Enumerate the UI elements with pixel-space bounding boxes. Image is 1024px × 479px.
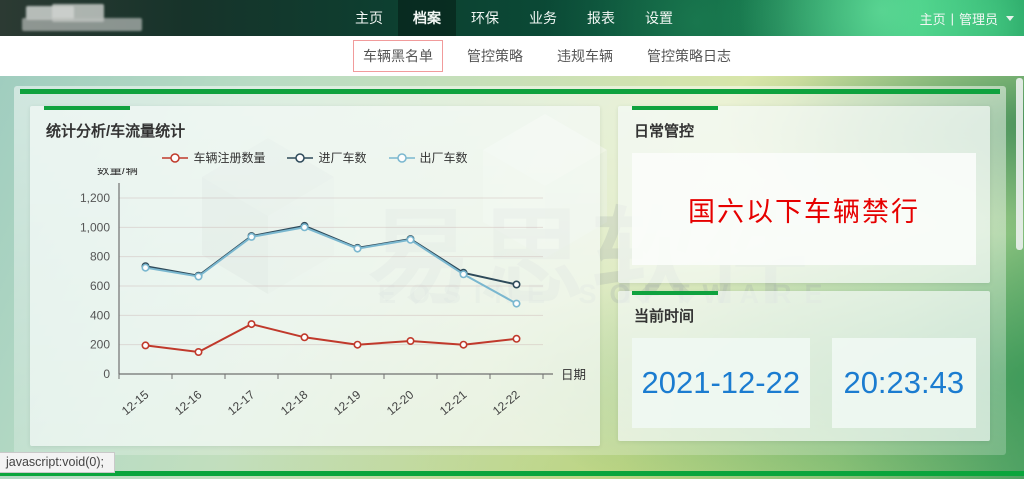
svg-text:0: 0 bbox=[103, 367, 110, 381]
legend-label: 出厂车数 bbox=[419, 151, 468, 165]
traffic-stats-panel: 统计分析/车流量统计 车辆注册数量 进厂车数 出厂车数 0 200 400 600 800 1… bbox=[30, 106, 600, 446]
svg-text:1,000: 1,000 bbox=[80, 220, 110, 234]
user-menu[interactable]: 主页 | 管理员 bbox=[920, 0, 1014, 36]
subnav-item-1[interactable]: 车辆黑名单 bbox=[353, 40, 443, 72]
legend-label: 进厂车数 bbox=[318, 151, 367, 165]
sub-navbar: 车辆黑名单 管控策略 违规车辆 管控策略日志 bbox=[0, 36, 1024, 76]
top-navbar: 主页 档案 环保 业务 报表 设置 主页 | 管理员 bbox=[0, 0, 1024, 36]
daily-notice-box: 国六以下车辆禁行 bbox=[632, 153, 976, 265]
svg-text:12-18: 12-18 bbox=[278, 387, 311, 418]
svg-text:400: 400 bbox=[90, 308, 110, 322]
nav-item-1[interactable]: 主页 bbox=[355, 10, 383, 26]
legend-marker-icon bbox=[388, 152, 415, 163]
svg-text:800: 800 bbox=[90, 250, 110, 264]
legend-marker-icon bbox=[162, 152, 189, 163]
nav-item-5[interactable]: 报表 bbox=[587, 10, 615, 26]
svg-text:12-17: 12-17 bbox=[225, 387, 258, 418]
user-name[interactable]: 管理员 bbox=[958, 11, 998, 27]
svg-text:12-16: 12-16 bbox=[172, 387, 205, 418]
current-date: 2021-12-22 bbox=[632, 338, 810, 428]
current-time-panel: 当前时间 2021-12-22 20:23:43 bbox=[618, 291, 990, 441]
main-menu: 主页 档案 环保 业务 报表 设置 bbox=[340, 0, 688, 36]
subnav-item-4[interactable]: 管控策略日志 bbox=[647, 48, 731, 64]
chart-panel-title: 统计分析/车流量统计 bbox=[46, 123, 186, 140]
svg-text:600: 600 bbox=[90, 279, 110, 293]
user-divider: | bbox=[950, 10, 954, 26]
nav-item-6[interactable]: 设置 bbox=[645, 10, 673, 26]
chart-legend: 车辆注册数量 进厂车数 出厂车数 bbox=[30, 149, 600, 166]
daily-control-panel: 日常管控 国六以下车辆禁行 bbox=[618, 106, 990, 283]
user-home-link[interactable]: 主页 bbox=[919, 11, 946, 27]
svg-text:1,200: 1,200 bbox=[80, 191, 110, 205]
svg-text:12-21: 12-21 bbox=[437, 387, 470, 418]
daily-notice-text: 国六以下车辆禁行 bbox=[688, 196, 920, 227]
svg-text:12-20: 12-20 bbox=[384, 387, 417, 418]
svg-text:数量/辆: 数量/辆 bbox=[97, 168, 138, 177]
subnav-item-3[interactable]: 违规车辆 bbox=[557, 48, 613, 64]
container-accent-bar bbox=[20, 89, 1000, 94]
nav-item-4[interactable]: 业务 bbox=[529, 10, 557, 26]
svg-text:12-22: 12-22 bbox=[490, 387, 523, 418]
legend-marker-icon bbox=[287, 152, 314, 163]
current-clock: 20:23:43 bbox=[831, 338, 976, 428]
daily-panel-title: 日常管控 bbox=[634, 123, 695, 140]
svg-text:200: 200 bbox=[90, 338, 110, 352]
time-panel-title: 当前时间 bbox=[634, 308, 695, 325]
time-row: 2021-12-22 20:23:43 bbox=[632, 338, 976, 428]
browser-status-bubble: javascript:void(0); bbox=[0, 452, 115, 473]
chevron-down-icon bbox=[1006, 15, 1014, 21]
flow-chart-svg: 0 200 400 600 800 1,000 1,200 12-15 12-16 12-17 12… bbox=[80, 168, 586, 418]
vertical-scrollbar-thumb[interactable] bbox=[1016, 78, 1023, 250]
nav-item-3[interactable]: 环保 bbox=[471, 10, 499, 26]
app-logo bbox=[22, 4, 152, 33]
legend-label: 车辆注册数量 bbox=[193, 151, 266, 165]
subnav-item-2[interactable]: 管控策略 bbox=[467, 48, 523, 64]
svg-text:日期: 日期 bbox=[561, 368, 586, 382]
svg-text:12-15: 12-15 bbox=[119, 387, 152, 418]
legend-item[interactable]: 出厂车数 bbox=[388, 149, 468, 166]
svg-text:12-19: 12-19 bbox=[331, 387, 364, 418]
content-background: 易思软件 EOSINE SOFTWARE 统计分析/车流量统计 车辆注册数量进厂… bbox=[0, 76, 1024, 479]
legend-item[interactable]: 进厂车数 bbox=[287, 149, 367, 166]
legend-item[interactable]: 车辆注册数量 bbox=[162, 149, 265, 166]
nav-item-2[interactable]: 档案 bbox=[398, 0, 456, 36]
bottom-accent-bar bbox=[0, 471, 1024, 476]
dashboard-container: 统计分析/车流量统计 车辆注册数量 进厂车数 出厂车数 0 200 400 600 800 1… bbox=[14, 86, 1006, 455]
